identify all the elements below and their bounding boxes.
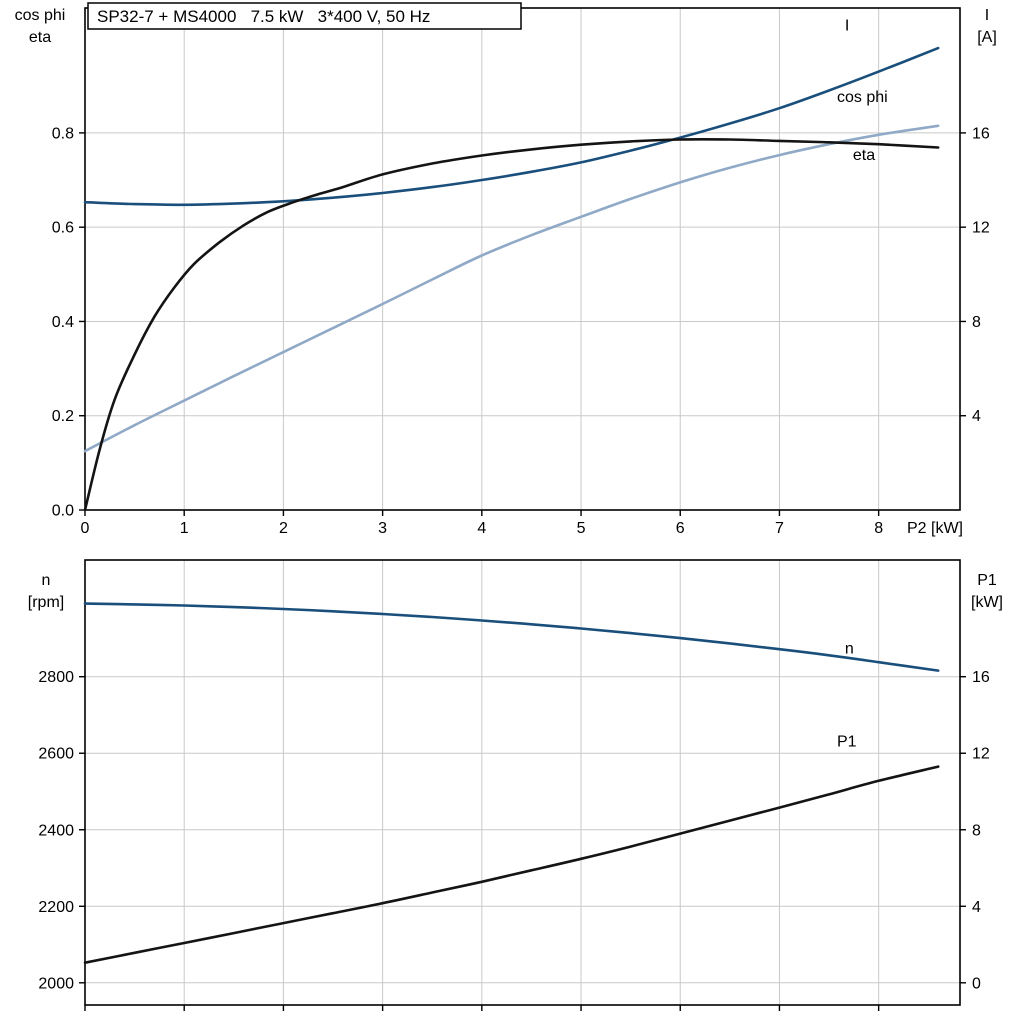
- x-axis-tick-label: 7: [775, 520, 784, 537]
- x-axis-unit-label: P2 [kW]: [907, 520, 963, 537]
- bottom-chart: 2000 2200 2400 2600 2800 0 4 8 12 16 n P1 n [rpm] P1 [k…: [28, 559, 1003, 1011]
- curve-eta: [83, 138, 940, 512]
- right-axis-tick-label: 8: [972, 822, 981, 839]
- x-axis-tick-label: 4: [477, 520, 486, 537]
- right-axis-title: I: [985, 7, 989, 24]
- chart-title: SP32-7 + MS4000 7.5 kW 3*400 V, 50 Hz: [97, 7, 430, 26]
- x-axis-tick-label: 1: [180, 520, 189, 537]
- right-axis-tick-label: 8: [972, 314, 981, 331]
- curve-label-eta: eta: [853, 147, 875, 164]
- left-axis-tick-label: 2000: [38, 975, 74, 992]
- curve-I: [83, 46, 940, 207]
- right-axis-tick-label: 12: [972, 746, 990, 763]
- left-axis-tick-label: 2800: [38, 669, 74, 686]
- left-axis-title: eta: [29, 29, 51, 46]
- plot-border: [84, 7, 961, 511]
- curve-label-I: I: [845, 17, 849, 34]
- x-axis-tick-label: 8: [874, 520, 883, 537]
- right-axis-tick-label: 0: [972, 975, 981, 992]
- right-axis-tick-label: 16: [972, 125, 990, 142]
- curve-cos-phi: [83, 124, 940, 453]
- x-axis-tick-label: 3: [378, 520, 387, 537]
- curve-n: [83, 602, 940, 672]
- left-axis-tick-label: 0.4: [52, 314, 74, 331]
- right-axis-title: P1: [977, 572, 997, 589]
- right-axis-tick-label: 12: [972, 220, 990, 237]
- left-axis-tick-label: 0.0: [52, 503, 74, 520]
- plot-border: [84, 559, 961, 1006]
- x-axis-tick-label: 5: [577, 520, 586, 537]
- x-axis-tick-label: 0: [81, 520, 90, 537]
- right-axis-tick-label: 4: [972, 408, 981, 425]
- curve-P1: [83, 765, 940, 964]
- title-box: [87, 2, 522, 30]
- right-axis-tick-label: 4: [972, 899, 981, 916]
- left-axis-tick-label: 2400: [38, 822, 74, 839]
- curve-label-P1: P1: [837, 734, 857, 751]
- right-axis-title: [kW]: [971, 594, 1003, 611]
- right-axis-title: [A]: [977, 29, 997, 46]
- x-axis-tick-label: 6: [676, 520, 685, 537]
- left-axis-tick-label: 0.2: [52, 408, 74, 425]
- left-axis-tick-label: 0.8: [52, 125, 74, 142]
- left-axis-tick-label: 0.6: [52, 220, 74, 237]
- curve-label-n: n: [845, 641, 854, 658]
- left-axis-title: cos phi: [15, 7, 66, 24]
- left-axis-tick-label: 2200: [38, 899, 74, 916]
- left-axis-tick-label: 2600: [38, 746, 74, 763]
- right-axis-tick-label: 16: [972, 669, 990, 686]
- left-axis-title: [rpm]: [28, 594, 64, 611]
- curve-label-cos-phi: cos phi: [837, 89, 888, 106]
- left-axis-title: n: [42, 572, 51, 589]
- x-axis-tick-label: 2: [279, 520, 288, 537]
